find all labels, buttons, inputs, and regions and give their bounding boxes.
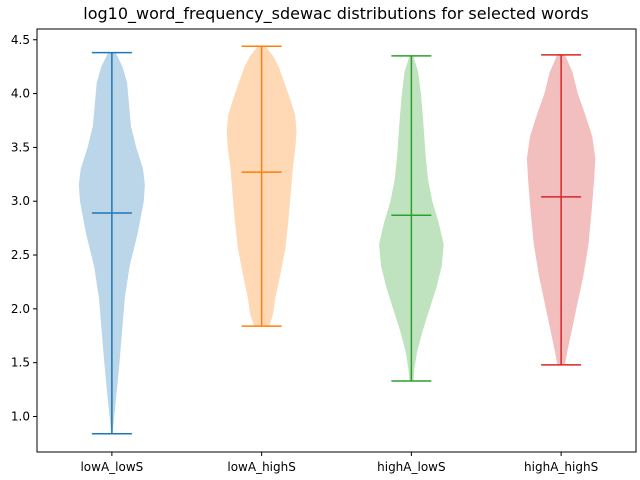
x-tick-label-0: lowA_lowS: [80, 460, 143, 474]
plot-frame: [36, 28, 637, 453]
x-tick-label-1: lowA_highS: [227, 460, 295, 474]
violin-lines-3: [541, 54, 582, 366]
y-tick-label-2: 2.0: [11, 302, 30, 316]
violin-lines-2: [391, 55, 432, 382]
chart-title: log10_word_frequency_sdewac distribution…: [83, 4, 588, 24]
y-axis: 1.0 1.5 2.0 2.5 3.0 3.5 4.0 4.5: [11, 33, 37, 423]
y-tick-label-7: 4.5: [11, 33, 30, 47]
violin-lines-0: [91, 51, 132, 435]
x-axis: lowA_lowS lowA_highS highA_lowS highA_highS: [80, 452, 598, 474]
y-tick-label-5: 3.5: [11, 140, 30, 154]
violin-lines-1: [241, 45, 282, 327]
y-tick-label-1: 1.5: [11, 356, 30, 370]
plot-area: [78, 45, 596, 435]
y-tick-label-6: 4.0: [11, 87, 30, 101]
x-tick-label-3: highA_highS: [524, 460, 598, 474]
y-tick-label-4: 3.0: [11, 194, 30, 208]
x-tick-label-2: highA_lowS: [377, 460, 445, 474]
y-tick-label-3: 2.5: [11, 248, 30, 262]
y-tick-label-0: 1.0: [11, 409, 30, 423]
